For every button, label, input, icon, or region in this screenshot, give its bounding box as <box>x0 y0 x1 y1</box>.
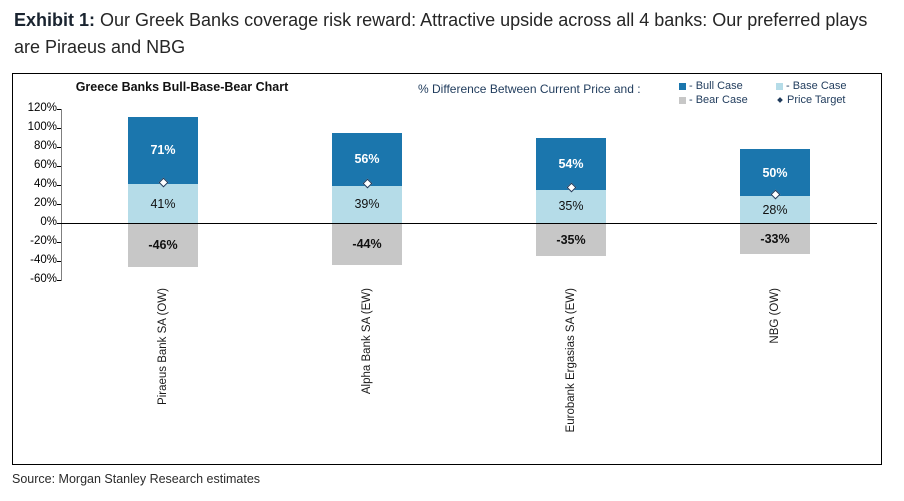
zero-line <box>61 223 877 224</box>
y-tick-mark <box>57 185 61 186</box>
y-tick-mark <box>57 223 61 224</box>
x-category-label: Eurobank Ergasias SA (EW) <box>565 288 577 433</box>
bar-segment-bear <box>740 223 810 255</box>
exhibit-header: Exhibit 1: Our Greek Banks coverage risk… <box>14 7 870 61</box>
y-tick-mark <box>57 128 61 129</box>
x-category-label: NBG (OW) <box>769 288 781 344</box>
bar-value-label: 39% <box>354 197 380 212</box>
y-tick-label: 100% <box>27 121 57 133</box>
bar-value-label: 28% <box>762 202 788 217</box>
y-tick-label: -40% <box>30 254 57 266</box>
legend-label: - Base Case <box>786 80 847 92</box>
bull-case-swatch-icon <box>679 82 686 90</box>
bar-value-label: 71% <box>150 143 176 158</box>
y-tick-mark <box>57 166 61 167</box>
legend-label: Price Target <box>787 94 846 106</box>
bar-value-label: -35% <box>556 232 586 247</box>
bar-segment-bear <box>128 223 198 267</box>
y-tick-mark <box>57 147 61 148</box>
y-tick-mark <box>57 204 61 205</box>
legend-item-bear-case: - Bear Case <box>679 93 776 107</box>
chart-title: Greece Banks Bull-Base-Bear Chart <box>75 80 289 94</box>
y-tick-mark <box>57 261 61 262</box>
x-category-label: Alpha Bank SA (EW) <box>361 288 373 395</box>
bar-value-label: 41% <box>150 196 176 211</box>
bear-case-swatch-icon <box>679 96 686 104</box>
source-note: Source: Morgan Stanley Research estimate… <box>12 472 261 486</box>
legend-item-base-case: - Base Case <box>776 79 896 93</box>
y-tick-label: -60% <box>30 273 57 285</box>
exhibit-label: Exhibit 1: <box>14 10 96 30</box>
legend-label: - Bull Case <box>689 80 743 92</box>
legend-item-bull-case: - Bull Case <box>679 79 776 93</box>
y-tick-label: 20% <box>33 197 57 209</box>
bar-segment-bull <box>332 132 402 186</box>
y-tick-label: 80% <box>33 140 57 152</box>
exhibit-title: Our Greek Banks coverage risk reward: At… <box>14 10 868 57</box>
bar-value-label: 54% <box>558 157 584 172</box>
bar-value-label: -46% <box>148 237 178 252</box>
legend-item-price-target: Price Target <box>776 93 896 107</box>
bar-value-label: 50% <box>762 165 788 180</box>
bar-segment-base <box>740 196 810 223</box>
bar-segment-bull <box>128 116 198 185</box>
bar-segment-bull <box>740 148 810 197</box>
bar-segment-bull <box>536 138 606 190</box>
bar-value-label: 56% <box>354 152 380 167</box>
legend-title: % Difference Between Current Price and : <box>418 82 641 96</box>
bar-value-label: 35% <box>558 199 584 214</box>
bar-segment-base <box>536 189 606 223</box>
bar-value-label: -44% <box>352 236 382 251</box>
y-tick-label: 0% <box>40 216 57 228</box>
bar-segment-bear <box>536 223 606 257</box>
chart-frame: Greece Banks Bull-Base-Bear Chart % Diff… <box>12 73 882 465</box>
y-tick-label: 60% <box>33 159 57 171</box>
y-tick-label: -20% <box>30 235 57 247</box>
y-tick-label: 120% <box>27 102 57 114</box>
y-axis-line <box>61 109 62 281</box>
y-tick-mark <box>57 242 61 243</box>
bar-segment-bear <box>332 223 402 265</box>
y-tick-mark <box>57 280 61 281</box>
bar-value-label: -33% <box>760 231 790 246</box>
plot-area: 120% 100% 80% 60% 40% 20% 0% -20% -40% -60% 71% 41%… <box>13 74 881 464</box>
y-tick-mark <box>57 109 61 110</box>
bar-segment-base <box>128 184 198 223</box>
x-category-label: Piraeus Bank SA (OW) <box>157 288 169 405</box>
legend: - Bull Case - Base Case - Bear Case Pric… <box>679 79 896 107</box>
legend-label: - Bear Case <box>689 94 748 106</box>
bar-segment-base <box>332 185 402 223</box>
base-case-swatch-icon <box>776 82 783 90</box>
y-tick-label: 40% <box>33 178 57 190</box>
